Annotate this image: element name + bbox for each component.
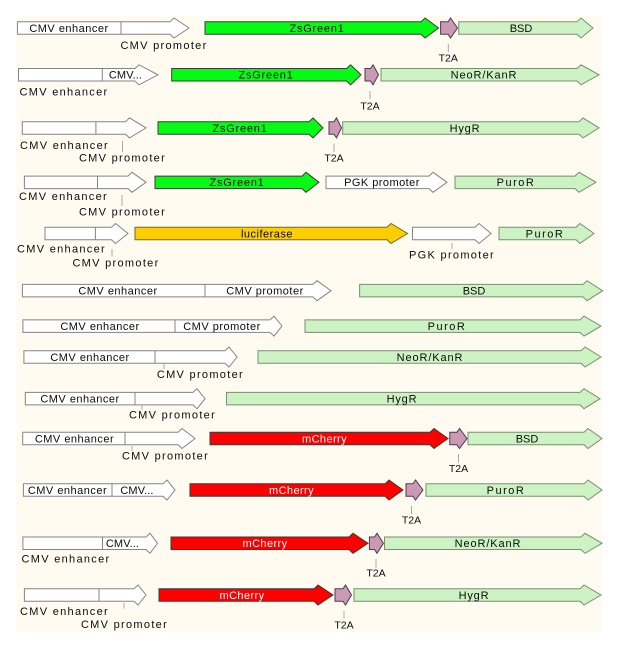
svg-text:PuroR: PuroR [497,177,536,189]
svg-text:NeoR/KanR: NeoR/KanR [455,538,522,550]
svg-text:PGK promoter: PGK promoter [409,249,495,261]
svg-text:CMV enhancer: CMV enhancer [78,286,157,298]
svg-text:ZsGreen1: ZsGreen1 [290,23,345,35]
svg-text:CMV promoter: CMV promoter [79,206,166,218]
svg-text:T2A: T2A [366,568,385,580]
svg-text:CMV...: CMV... [120,485,153,497]
svg-text:CMV promoter: CMV promoter [81,619,168,631]
svg-text:luciferase: luciferase [241,228,293,240]
svg-text:BSD: BSD [516,433,539,445]
svg-text:NeoR/KanR: NeoR/KanR [397,352,464,364]
svg-text:CMV enhancer: CMV enhancer [60,321,139,333]
svg-text:HygR: HygR [387,394,418,406]
svg-text:T2A: T2A [439,53,458,65]
svg-text:BSD: BSD [510,23,533,35]
svg-text:T2A: T2A [324,153,343,165]
svg-text:CMV promoter: CMV promoter [129,409,216,421]
svg-text:CMV promoter: CMV promoter [72,257,159,269]
svg-text:T2A: T2A [360,100,379,112]
svg-text:CMV enhancer: CMV enhancer [40,394,119,406]
svg-text:T2A: T2A [449,463,468,475]
svg-text:mCherry: mCherry [269,485,314,497]
svg-text:CMV promoter: CMV promoter [79,152,166,164]
svg-text:CMV promoter: CMV promoter [183,321,261,333]
svg-text:CMV promoter: CMV promoter [226,286,304,298]
svg-text:CMV promoter: CMV promoter [122,450,209,462]
svg-text:CMV enhancer: CMV enhancer [20,606,109,618]
svg-text:T2A: T2A [402,515,421,527]
svg-text:mCherry: mCherry [302,433,347,445]
svg-text:mCherry: mCherry [243,538,288,550]
svg-text:mCherry: mCherry [220,590,265,602]
svg-text:CMV enhancer: CMV enhancer [29,23,108,35]
svg-text:CMV enhancer: CMV enhancer [20,87,109,99]
svg-text:ZsGreen1: ZsGreen1 [210,177,265,189]
svg-text:ZsGreen1: ZsGreen1 [213,123,268,135]
svg-text:T2A: T2A [334,619,353,631]
svg-text:CMV...: CMV... [109,70,142,82]
svg-text:NeoR/KanR: NeoR/KanR [451,70,518,82]
svg-text:ZsGreen1: ZsGreen1 [239,70,294,82]
svg-text:BSD: BSD [463,286,486,298]
svg-text:CMV...: CMV... [106,538,139,550]
svg-text:HygR: HygR [450,123,481,135]
svg-text:HygR: HygR [459,590,490,602]
svg-text:CMV enhancer: CMV enhancer [17,243,106,255]
svg-text:CMV enhancer: CMV enhancer [19,191,108,203]
svg-text:CMV promoter: CMV promoter [120,40,207,52]
svg-text:PuroR: PuroR [487,485,526,497]
svg-text:PGK promoter: PGK promoter [344,177,420,189]
svg-text:CMV enhancer: CMV enhancer [22,553,111,565]
svg-text:CMV enhancer: CMV enhancer [20,140,109,152]
svg-text:CMV enhancer: CMV enhancer [50,352,129,364]
svg-text:CMV enhancer: CMV enhancer [35,433,114,445]
svg-text:CMV enhancer: CMV enhancer [28,485,107,497]
svg-text:PuroR: PuroR [428,321,467,333]
svg-text:CMV promoter: CMV promoter [157,369,244,381]
svg-text:PuroR: PuroR [526,228,565,240]
